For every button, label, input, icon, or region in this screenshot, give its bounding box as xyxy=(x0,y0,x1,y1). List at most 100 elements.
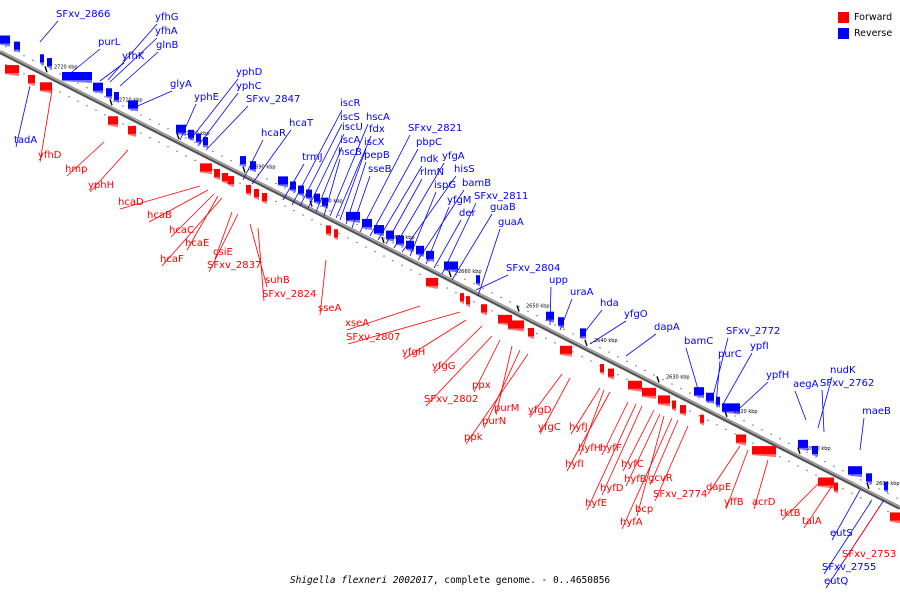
forward-gene-box xyxy=(262,193,267,205)
forward-gene-leader xyxy=(170,193,215,238)
reverse-gene-leader xyxy=(119,51,159,87)
reverse-gene-label: bamC xyxy=(684,336,713,347)
forward-gene-box xyxy=(254,188,259,200)
reverse-gene-box xyxy=(306,189,312,201)
reverse-gene-leader xyxy=(345,161,367,225)
reverse-gene-leader xyxy=(823,499,873,575)
forward-gene-label: purM xyxy=(494,403,519,414)
reverse-gene-label: ndk xyxy=(420,154,439,165)
forward-gene-leader xyxy=(186,195,219,251)
scale-tick xyxy=(242,166,246,173)
reverse-gene-leader xyxy=(817,376,833,429)
scale-tick xyxy=(584,339,588,347)
reverse-gene-label: yfgA xyxy=(442,151,465,162)
reverse-gene-leader xyxy=(401,175,457,253)
reverse-gene-label: yphC xyxy=(236,81,262,92)
reverse-gene-label: SFxv_2866 xyxy=(56,9,110,20)
reverse-gene-box xyxy=(106,88,112,100)
reverse-gene-label: bamB xyxy=(462,178,491,189)
scale-tick xyxy=(516,305,520,312)
reverse-gene-box xyxy=(176,124,186,136)
reverse-gene-leader xyxy=(329,123,369,217)
forward-gene-box xyxy=(200,163,212,175)
reverse-gene-box xyxy=(346,211,360,223)
forward-gene-leader xyxy=(570,387,601,435)
reverse-gene-leader xyxy=(109,37,158,83)
reverse-gene-leader xyxy=(451,213,493,281)
reverse-gene-label: purL xyxy=(98,37,121,48)
reverse-gene-leader xyxy=(377,165,423,241)
forward-gene-box xyxy=(890,512,900,524)
reverse-gene-box xyxy=(196,133,201,145)
reverse-gene-box xyxy=(362,218,372,230)
forward-gene-label: yfgH xyxy=(402,347,425,358)
forward-gene-box xyxy=(334,229,338,241)
forward-gene-box xyxy=(608,368,614,380)
scale-tick xyxy=(381,236,385,244)
scale-tick-label: 2660 kbp xyxy=(458,269,482,275)
scale-tick-label: 2720 kbp xyxy=(54,64,78,70)
forward-gene-label: ppx xyxy=(472,380,491,391)
reverse-swatch xyxy=(838,27,849,39)
scale-tick-label: 2680 kbp xyxy=(319,199,343,205)
reverse-gene-label: der xyxy=(459,208,477,219)
forward-gene-box xyxy=(108,116,118,128)
reverse-gene-label: SFxv_2762 xyxy=(820,378,874,389)
reverse-gene-box xyxy=(203,137,208,149)
forward-gene-label: sseA xyxy=(318,303,342,314)
reverse-gene-box xyxy=(188,129,194,141)
reverse-gene-leader xyxy=(189,78,239,141)
forward-gene-leader xyxy=(119,185,201,210)
reverse-gene-label: maeB xyxy=(862,406,891,417)
forward-gene-label: hyfH xyxy=(578,443,601,454)
scale-tick xyxy=(109,99,113,106)
reverse-gene-box xyxy=(416,245,424,257)
scale-tick xyxy=(309,200,313,207)
reverse-gene-leader xyxy=(197,92,239,147)
reverse-gene-box xyxy=(47,58,52,70)
reverse-gene-box xyxy=(580,328,586,340)
forward-gene-leader xyxy=(566,391,611,472)
reverse-gene-label: pbpC xyxy=(416,137,442,148)
reverse-gene-label: iscS xyxy=(340,112,360,123)
reverse-gene-label: ypfI xyxy=(750,341,769,352)
forward-gene-box xyxy=(222,173,228,184)
reverse-gene-box xyxy=(406,240,414,252)
reverse-gene-box xyxy=(444,261,458,273)
reverse-gene-label: ispG xyxy=(434,180,456,191)
forward-gene-leader xyxy=(654,425,689,502)
scale-tick xyxy=(44,66,48,73)
reverse-gene-label: hisS xyxy=(454,164,475,175)
forward-gene-leader xyxy=(257,227,265,302)
reverse-gene-box xyxy=(322,197,328,209)
reverse-gene-leader xyxy=(307,133,345,209)
reverse-gene-leader xyxy=(559,298,573,331)
reverse-gene-leader xyxy=(477,228,501,297)
forward-gene-label: purN xyxy=(482,416,506,427)
reverse-gene-label: yphE xyxy=(194,92,219,103)
reverse-gene-label: SFxv_2821 xyxy=(408,123,462,134)
reverse-gene-label: yfhG xyxy=(155,12,179,23)
scale-tick xyxy=(448,270,452,278)
reverse-gene-box xyxy=(128,100,138,112)
reverse-gene-label: glnB xyxy=(156,40,178,51)
forward-gene-box xyxy=(560,345,572,357)
legend-label-reverse: Reverse xyxy=(854,27,893,39)
reverse-gene-leader xyxy=(315,146,343,213)
forward-swatch xyxy=(838,11,849,23)
forward-gene-label: hmp xyxy=(65,164,87,175)
forward-gene-box xyxy=(326,225,331,237)
reverse-gene-label: yfgO xyxy=(624,309,648,320)
reverse-gene-label: SFxv_2811 xyxy=(474,191,528,202)
forward-gene-leader xyxy=(636,415,665,517)
scale-tick-label: 2650 kbp xyxy=(526,303,550,309)
reverse-gene-leader xyxy=(179,103,197,141)
forward-gene-leader xyxy=(621,417,673,530)
forward-gene-label: SFxv_2837 xyxy=(207,260,261,271)
forward-gene-leader xyxy=(319,259,327,316)
reverse-gene-leader xyxy=(15,85,31,148)
forward-gene-leader xyxy=(781,481,821,521)
reverse-gene-box xyxy=(476,275,480,287)
